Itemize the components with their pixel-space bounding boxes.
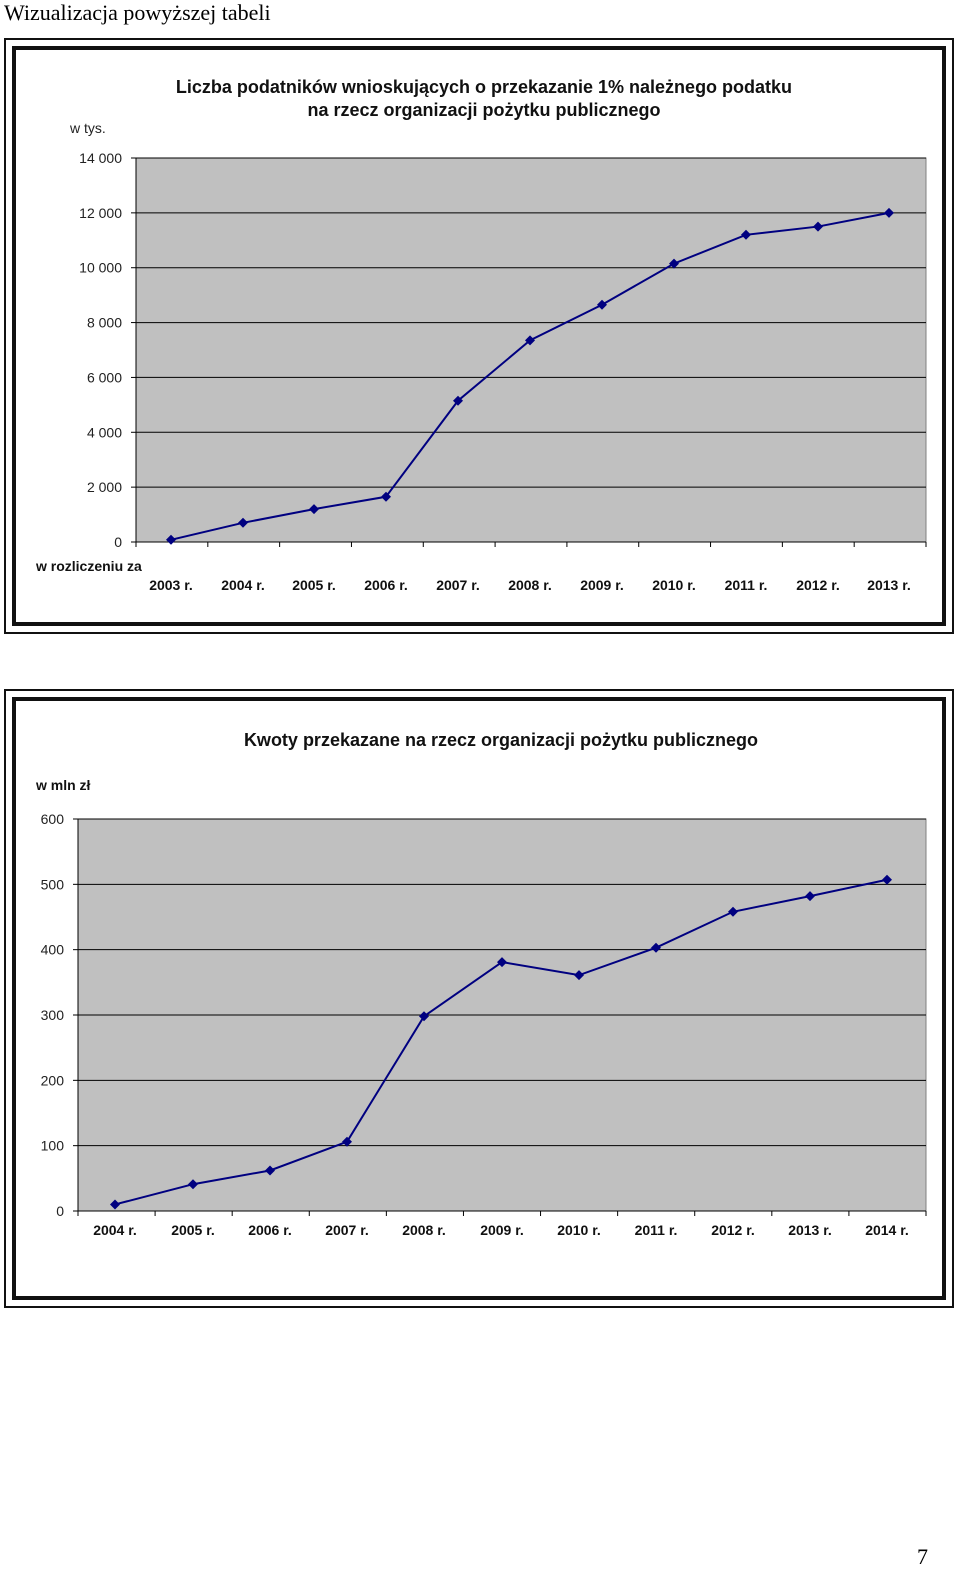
data-point-marker: [188, 1179, 198, 1190]
x-category-label: 2008 r.: [508, 577, 552, 593]
plot-area: [135, 157, 927, 543]
y-tick-label: 10 000: [79, 260, 122, 276]
data-point-marker: [265, 1165, 275, 1176]
y-tick-label: 600: [41, 811, 65, 827]
chart-title: na rzecz organizacji pożytku publicznego: [307, 100, 660, 120]
chart-inner-border: [12, 697, 946, 1300]
x-category-label: 2012 r.: [711, 1222, 755, 1238]
chart-frame-taxpayers: Liczba podatników wnioskujących o przeka…: [4, 38, 954, 634]
x-category-label: 2013 r.: [867, 577, 911, 593]
x-category-label: 2014 r.: [865, 1222, 909, 1238]
data-point-marker: [728, 906, 738, 917]
y-tick-label: 400: [41, 942, 65, 958]
x-category-label: 2008 r.: [402, 1222, 446, 1238]
y-tick-label: 0: [56, 1203, 64, 1219]
data-point-marker: [805, 891, 815, 902]
data-point-marker: [597, 299, 607, 310]
x-category-label: 2009 r.: [480, 1222, 524, 1238]
x-category-label: 2010 r.: [557, 1222, 601, 1238]
y-tick-label: 6 000: [87, 369, 122, 385]
data-point-marker: [651, 942, 661, 953]
data-point-marker: [381, 491, 391, 502]
data-point-marker: [166, 534, 176, 545]
x-category-label: 2006 r.: [364, 577, 408, 593]
y-tick-label: 100: [41, 1138, 65, 1154]
chart-frame-amounts: Kwoty przekazane na rzecz organizacji po…: [4, 689, 954, 1308]
x-category-label: 2013 r.: [788, 1222, 832, 1238]
x-category-label: 2012 r.: [796, 577, 840, 593]
data-point-marker: [813, 221, 823, 232]
data-point-marker: [238, 517, 248, 528]
data-point-marker: [453, 395, 463, 406]
data-point-marker: [342, 1136, 352, 1147]
amounts-line-chart: Kwoty przekazane na rzecz organizacji po…: [35, 730, 927, 1238]
y-tick-label: 500: [41, 876, 65, 892]
y-tick-label: 200: [41, 1072, 65, 1088]
x-category-label: 2006 r.: [248, 1222, 292, 1238]
y-tick-label: 12 000: [79, 205, 122, 221]
data-point-marker: [574, 970, 584, 981]
document-heading: Wizualizacja powyższej tabeli: [4, 0, 271, 25]
x-category-label: 2003 r.: [149, 577, 193, 593]
y-axis-unit-label: w mln zł: [35, 777, 91, 793]
y-tick-label: 2 000: [87, 479, 122, 495]
data-point-marker: [110, 1199, 120, 1210]
data-point-marker: [741, 229, 751, 240]
x-category-label: 2011 r.: [635, 1222, 678, 1238]
y-axis-unit-label: w tys.: [69, 120, 106, 136]
y-tick-label: 8 000: [87, 315, 122, 331]
y-tick-label: 0: [114, 534, 122, 550]
page-number: 7: [917, 1544, 928, 1569]
y-tick-label: 14 000: [79, 150, 122, 166]
x-category-label: 2004 r.: [93, 1222, 137, 1238]
x-category-label: 2011 r.: [725, 577, 768, 593]
data-point-marker: [309, 504, 319, 515]
x-category-label: 2010 r.: [652, 577, 696, 593]
x-category-label: 2004 r.: [221, 577, 265, 593]
y-tick-label: 4 000: [87, 424, 122, 440]
chart-inner-border: [12, 46, 946, 626]
chart-title: Liczba podatników wnioskujących o przeka…: [176, 77, 792, 97]
chart-title: Kwoty przekazane na rzecz organizacji po…: [244, 730, 758, 750]
x-category-label: 2009 r.: [580, 577, 624, 593]
taxpayers-line-chart: Liczba podatników wnioskujących o przeka…: [35, 77, 927, 593]
data-point-marker: [882, 874, 892, 885]
x-category-label: 2007 r.: [325, 1222, 369, 1238]
x-category-label: 2005 r.: [171, 1222, 215, 1238]
y-tick-label: 300: [41, 1007, 65, 1023]
x-axis-label: w rozliczeniu za: [35, 558, 142, 574]
data-point-marker: [497, 957, 507, 968]
x-category-label: 2005 r.: [292, 577, 336, 593]
data-point-marker: [525, 335, 535, 346]
data-point-marker: [669, 258, 679, 269]
x-category-label: 2007 r.: [436, 577, 480, 593]
data-point-marker: [419, 1011, 429, 1022]
data-point-marker: [884, 207, 894, 218]
